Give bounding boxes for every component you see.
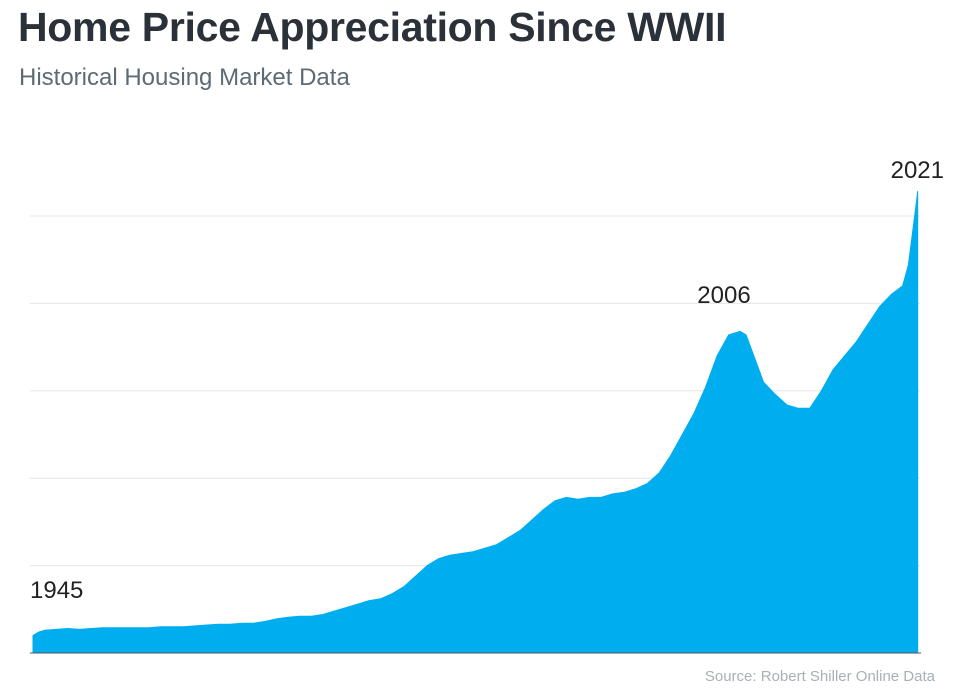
series-area-0 [32,191,919,654]
annotation-label-2006: 2006 [697,282,750,309]
source-note: Source: Robert Shiller Online Data [704,668,935,685]
chart-subtitle: Historical Housing Market Data [19,64,350,91]
chart-title: Home Price Appreciation Since WWII [18,4,727,50]
annotation-label-2021: 2021 [891,157,944,184]
annotation-label-1945: 1945 [30,577,83,604]
